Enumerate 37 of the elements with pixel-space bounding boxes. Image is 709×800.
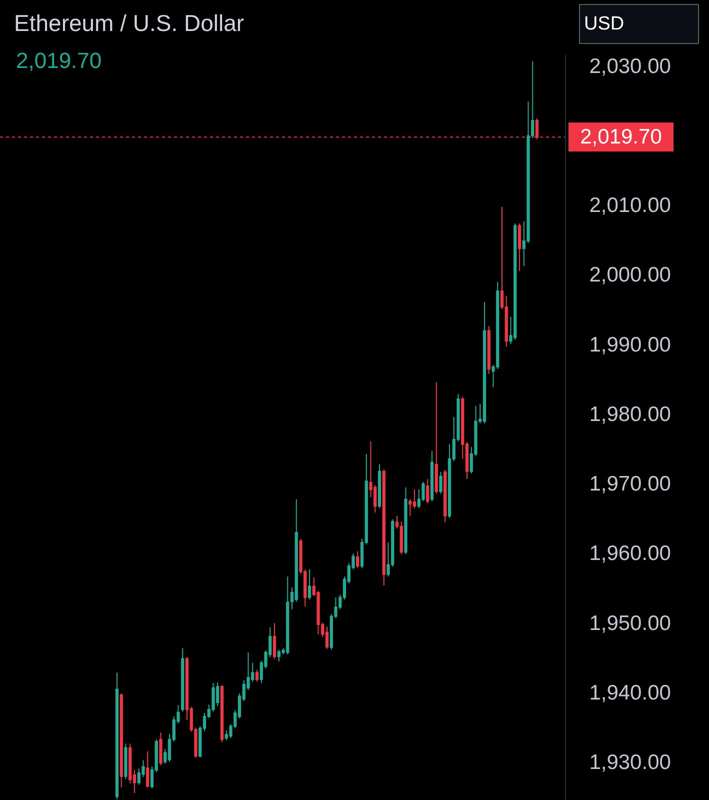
- y-tick-label: 1,930.00: [589, 751, 671, 774]
- y-tick-label: 2,030.00: [589, 54, 671, 78]
- y-tick-label: 2,000.00: [589, 264, 671, 287]
- candlestick: [439, 472, 442, 494]
- candlestick: [518, 223, 522, 272]
- candlestick: [146, 750, 150, 788]
- candlestick: [120, 692, 123, 788]
- candlestick: [181, 648, 184, 712]
- candlestick: [434, 382, 438, 494]
- y-tick-label: 1,940.00: [589, 681, 671, 704]
- candlestick: [159, 732, 162, 766]
- candlestick: [220, 684, 224, 743]
- candlestick: [124, 743, 128, 780]
- candlestick: [356, 550, 360, 569]
- candlestick: [430, 450, 434, 502]
- candlestick: [115, 672, 119, 800]
- candlestick: [482, 302, 486, 424]
- chart-title: Ethereum / U.S. Dollar: [14, 10, 244, 36]
- candlestick: [308, 569, 312, 600]
- candlestick: [255, 669, 259, 682]
- y-tick-label: 1,950.00: [589, 612, 671, 635]
- candlestick: [378, 464, 382, 509]
- y-tick-label: 1,970.00: [589, 472, 671, 496]
- candlestick: [382, 468, 386, 586]
- candlestick: [487, 325, 490, 374]
- text: USD: [584, 14, 624, 34]
- y-tick-label: 2,010.00: [589, 194, 671, 218]
- candlestick: [404, 486, 408, 555]
- candlestick: [426, 478, 430, 504]
- ref-line-label: 2,019.70: [580, 126, 662, 148]
- candlestick: [325, 626, 329, 650]
- candlestick: [272, 622, 276, 660]
- y-tick-label: 1,960.00: [589, 542, 671, 566]
- y-tick-label: 1,990.00: [589, 333, 671, 356]
- chart-subtitle: 2,019.70: [16, 48, 102, 73]
- y-tick-label: 1,980.00: [589, 402, 671, 426]
- candlestick: [444, 469, 447, 523]
